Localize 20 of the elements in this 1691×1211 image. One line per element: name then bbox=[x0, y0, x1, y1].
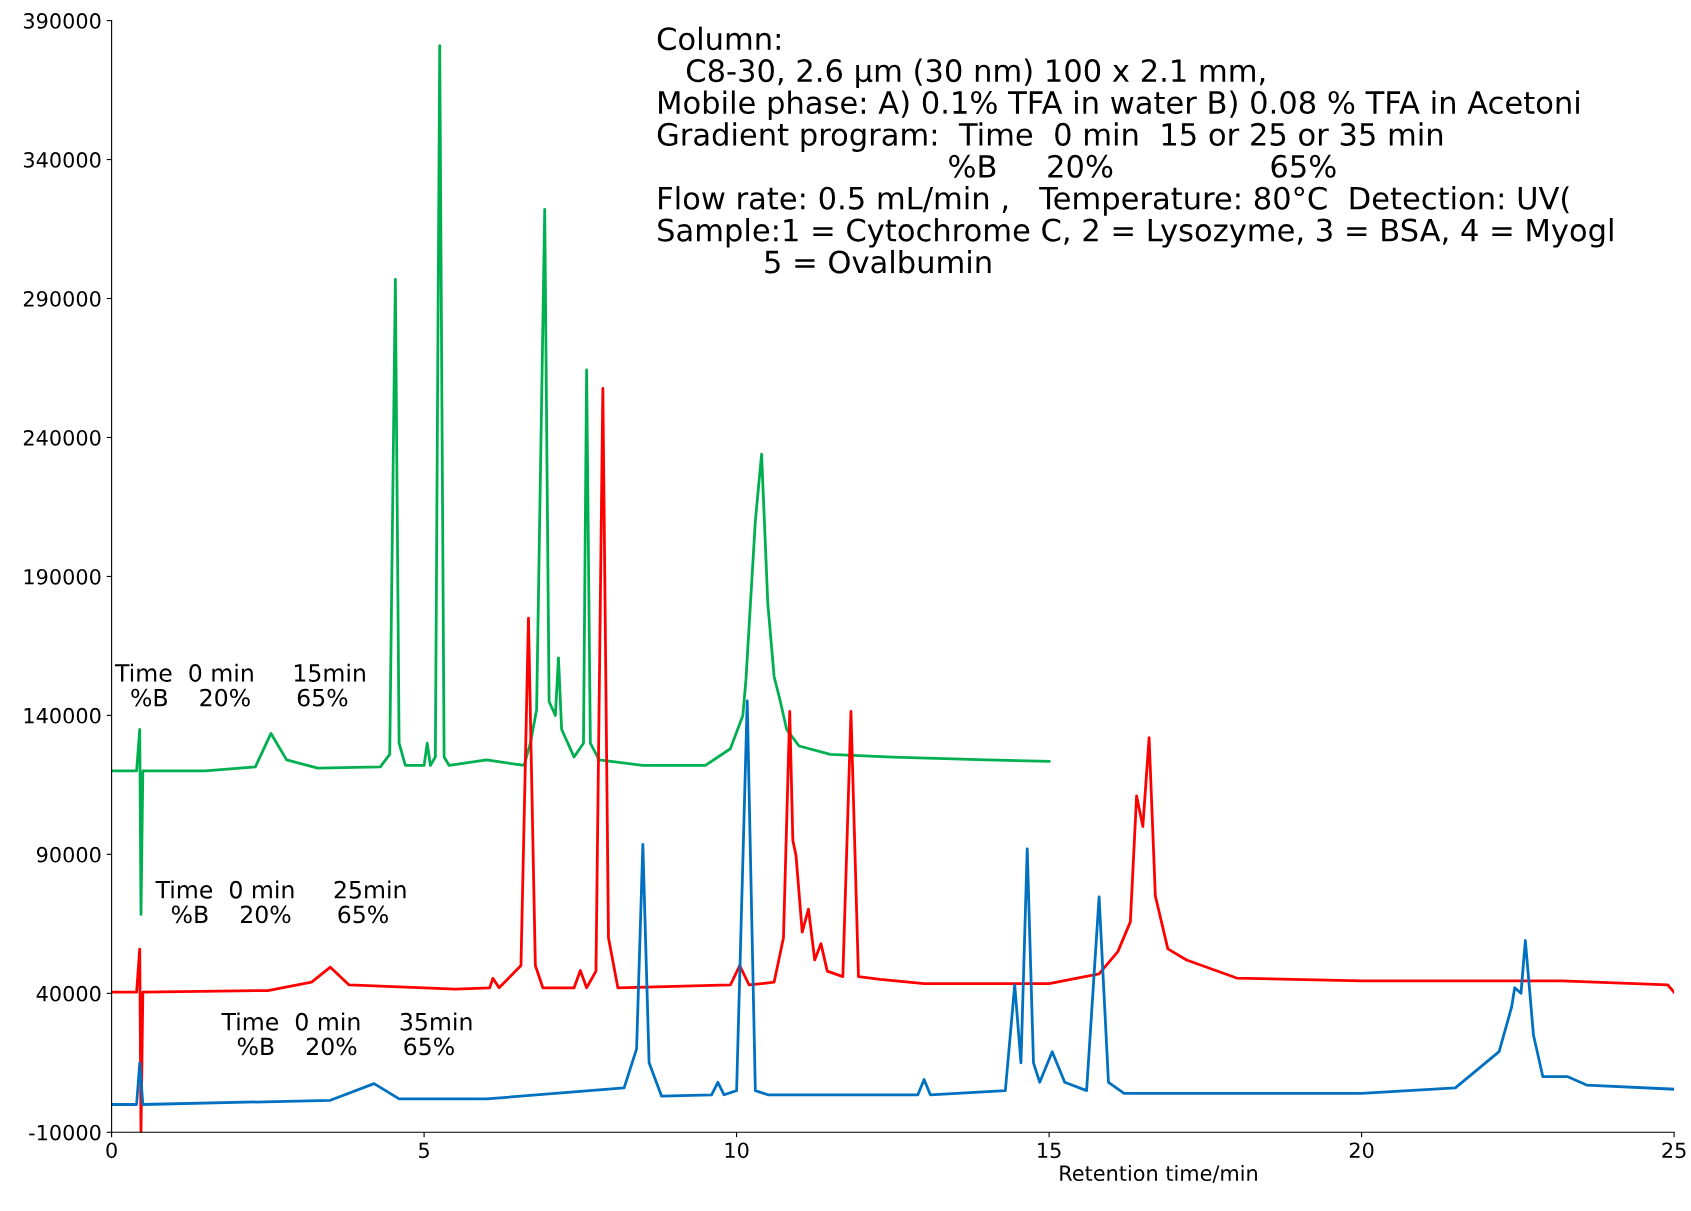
y-tick-label: 390000 bbox=[23, 13, 101, 29]
y-tick-label: 90000 bbox=[36, 846, 101, 863]
x-axis-title: Retention time/min bbox=[1060, 1164, 1257, 1183]
x-tick-label: 25 bbox=[1662, 1142, 1686, 1159]
y-tick-label: 190000 bbox=[24, 568, 101, 585]
annotation: Time 0 min 25min %B 20% 65% bbox=[155, 880, 406, 924]
y-tick-label: 290000 bbox=[23, 290, 101, 307]
y-tick-label: -10000 bbox=[29, 1124, 101, 1141]
annotation: Time 0 min 35min %B 20% 65% bbox=[221, 1012, 472, 1056]
annotation: Time 0 min 15min %B 20% 65% bbox=[114, 663, 365, 707]
x-tick-label: 5 bbox=[419, 1142, 429, 1159]
y-tick-label: 340000 bbox=[23, 152, 101, 168]
x-tick-label: 10 bbox=[725, 1142, 749, 1159]
annotation: Column: C8-30, 2.6 μm (30 nm) 100 x 2.1 mm, Mobile phase: A) 0.1% TFA in water B) 0.08 % TFA in Acetoni Gradient program: Time 0 min 15 or 25 or 35 min %B 20% 65% Flow rate: 0.5 mL/min , Temperature: 80°C Detection: UV( Sample:1 = Cytochrome C, 2 = Lysozyme, 3 = BSA, 4 = Myogl 5 = Ovalbumin bbox=[657, 26, 1613, 274]
x-tick-label: 15 bbox=[1038, 1142, 1061, 1159]
y-tick-label: 40000 bbox=[36, 985, 101, 1002]
x-tick-label: 20 bbox=[1349, 1142, 1374, 1159]
y-tick-label: 240000 bbox=[23, 429, 101, 446]
y-tick-label: 140000 bbox=[24, 707, 101, 724]
x-tick-label: 0 bbox=[106, 1142, 117, 1159]
